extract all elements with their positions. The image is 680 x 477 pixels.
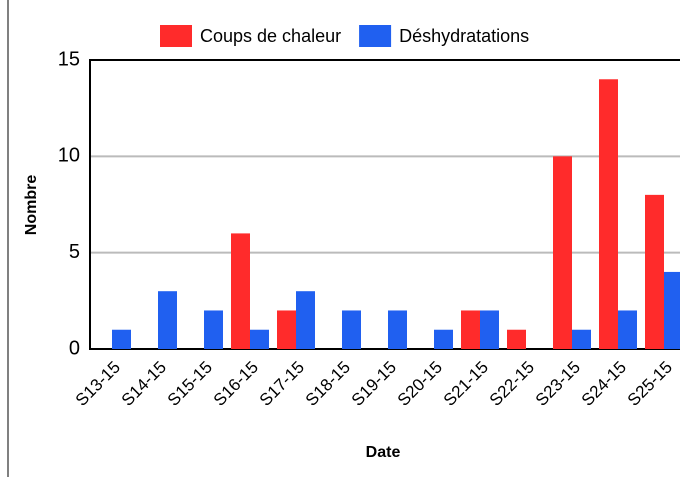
y-axis-title: Nombre [23, 175, 40, 236]
bar [664, 271, 680, 349]
x-tick-label: S23-15 [532, 358, 584, 410]
x-tick-label: S25-15 [624, 358, 676, 410]
legend-label: Déshydratations [399, 26, 529, 46]
x-tick-label: S14-15 [118, 358, 170, 410]
bar [507, 329, 526, 349]
bar [645, 194, 664, 349]
bar [250, 329, 269, 349]
bar [204, 310, 223, 349]
x-tick-label: S16-15 [210, 358, 262, 410]
y-tick-label: 5 [69, 241, 80, 263]
x-tick-label: S20-15 [394, 358, 446, 410]
x-tick-label: S24-15 [578, 358, 630, 410]
bar [599, 79, 618, 350]
legend-label: Coups de chaleur [200, 26, 341, 46]
bar [480, 310, 499, 349]
y-tick-label: 10 [58, 145, 80, 167]
legend-swatch [160, 25, 192, 47]
x-tick-label: S19-15 [348, 358, 400, 410]
x-tick-label: S15-15 [164, 358, 216, 410]
bar [277, 310, 296, 349]
x-tick-label: S22-15 [486, 358, 538, 410]
x-axis-title: Date [366, 444, 401, 461]
x-tick-label: S17-15 [256, 358, 308, 410]
bar [553, 156, 572, 349]
x-tick-label: S18-15 [302, 358, 354, 410]
bar [231, 233, 250, 349]
bar [461, 310, 480, 349]
bar [112, 329, 131, 349]
x-tick-label: S13-15 [72, 358, 124, 410]
legend-swatch [359, 25, 392, 47]
bar [572, 329, 591, 349]
bar [296, 291, 315, 349]
bar [342, 310, 361, 349]
bar [618, 310, 637, 349]
x-tick-label: S21-15 [440, 358, 492, 410]
bar [388, 310, 407, 349]
bar [434, 329, 453, 349]
bar [158, 291, 177, 349]
y-tick-label: 15 [58, 48, 80, 70]
y-tick-label: 0 [69, 337, 80, 359]
